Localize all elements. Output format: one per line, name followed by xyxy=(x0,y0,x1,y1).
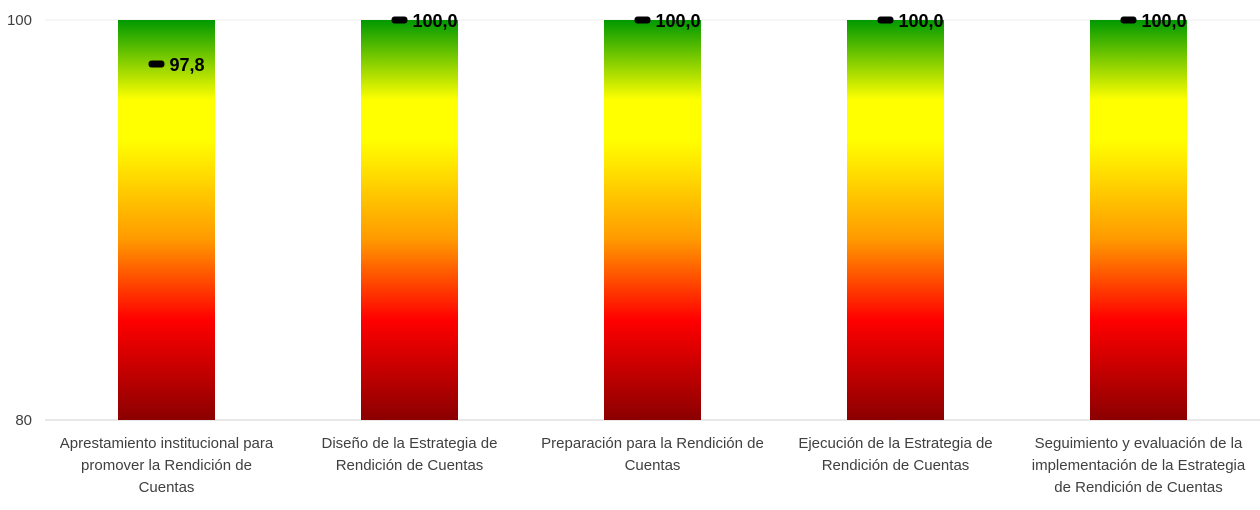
data-label: 97,8 xyxy=(170,55,205,75)
y-tick-label: 80 xyxy=(15,412,32,429)
value-marker xyxy=(148,60,165,68)
category-label-line: de Rendición de Cuentas xyxy=(1054,479,1222,496)
markers-layer xyxy=(148,16,1137,68)
gradient-bar xyxy=(847,20,944,420)
category-label-line: Rendición de Cuentas xyxy=(336,457,484,474)
value-marker xyxy=(1120,16,1137,24)
category-label: Seguimiento y evaluación de la implementa… xyxy=(1032,435,1246,496)
gradient-bar xyxy=(604,20,701,420)
category-label-line: Cuentas xyxy=(625,457,681,474)
category-label-line: Aprestamiento institucional para xyxy=(60,435,274,452)
gradient-bar xyxy=(118,20,215,420)
value-marker xyxy=(391,16,408,24)
category-label: Ejecución de la Estrategia de Rendición d… xyxy=(798,435,992,474)
category-label-line: Diseño de la Estrategia de xyxy=(322,435,498,452)
category-label-line: promover la Rendición de xyxy=(81,457,252,474)
gradient-bar xyxy=(1090,20,1187,420)
category-label-line: Preparación para la Rendición de xyxy=(541,435,764,452)
category-label: Diseño de la Estrategia de Rendición de C… xyxy=(322,435,498,474)
category-label: Preparación para la Rendición de Cuentas xyxy=(541,435,764,474)
data-label: 100,0 xyxy=(899,11,944,31)
gradient-bar xyxy=(361,20,458,420)
data-label: 100,0 xyxy=(1142,11,1187,31)
category-label-line: Seguimiento y evaluación de la xyxy=(1035,435,1243,452)
value-marker xyxy=(877,16,894,24)
category-label-line: implementación de la Estrategia xyxy=(1032,457,1246,474)
data-label: 100,0 xyxy=(413,11,458,31)
bars-layer xyxy=(118,20,1187,420)
labels-layer: 97,8 Aprestamiento institucional para prom… xyxy=(60,11,1246,496)
category-label-line: Rendición de Cuentas xyxy=(822,457,970,474)
data-label: 100,0 xyxy=(656,11,701,31)
y-tick-label: 100 xyxy=(7,12,32,29)
category-label: Aprestamiento institucional para promover… xyxy=(60,435,274,496)
value-marker xyxy=(634,16,651,24)
category-label-line: Cuentas xyxy=(139,479,195,496)
category-label-line: Ejecución de la Estrategia de xyxy=(798,435,992,452)
